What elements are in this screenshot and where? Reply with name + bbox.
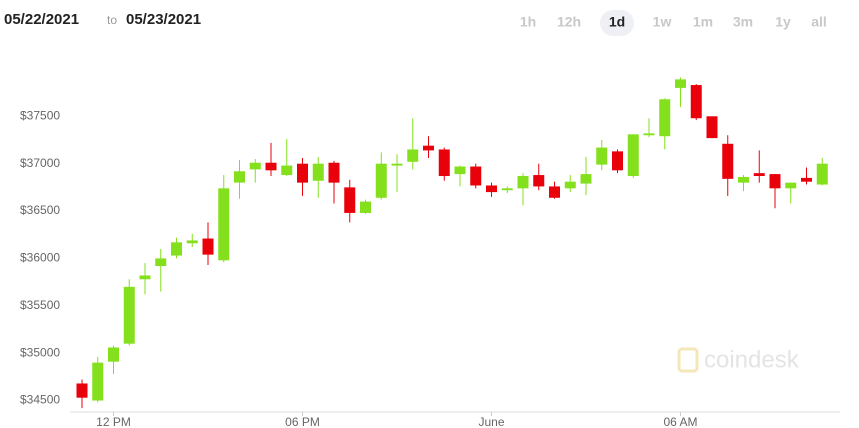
candle-body xyxy=(265,162,277,171)
candle-body xyxy=(249,162,261,170)
candle-body xyxy=(659,99,671,137)
end-date: 05/23/2021 xyxy=(126,11,201,28)
candle-body xyxy=(738,176,749,183)
candle-body xyxy=(218,188,230,261)
y-tick-label: $35500 xyxy=(20,298,60,312)
candle-body xyxy=(328,162,340,183)
range-option[interactable]: 1y xyxy=(775,14,791,30)
candle-body xyxy=(470,166,482,186)
candle-body xyxy=(501,188,513,191)
candle-body xyxy=(675,79,686,88)
candle-body xyxy=(171,242,182,256)
start-date: 05/22/2021 xyxy=(4,11,79,28)
x-tick-label: June xyxy=(478,415,504,428)
candle-body xyxy=(186,240,198,244)
candle-body xyxy=(454,166,466,175)
candle-body xyxy=(533,175,545,187)
candle-body xyxy=(706,116,718,139)
candle-body xyxy=(438,149,450,176)
range-option[interactable]: 3m xyxy=(733,14,753,30)
x-tick-label: 12 PM xyxy=(96,415,131,428)
candle-body xyxy=(375,163,387,198)
y-tick-label: $37500 xyxy=(20,108,60,122)
range-option[interactable]: 1d xyxy=(609,14,625,30)
candle-body xyxy=(596,147,608,165)
candle-body xyxy=(297,163,308,183)
range-option-highlight xyxy=(600,10,634,36)
candle-body xyxy=(139,275,151,280)
range-option[interactable]: 1m xyxy=(693,14,713,30)
candle-body xyxy=(234,171,245,183)
y-tick-label: $36500 xyxy=(20,203,60,217)
candle-body xyxy=(801,177,812,182)
candle-body xyxy=(108,347,119,362)
candle-body xyxy=(564,181,576,189)
candle-body xyxy=(612,151,623,171)
candle-body xyxy=(580,174,592,184)
candle-body xyxy=(690,85,702,119)
candle-body xyxy=(769,174,781,189)
watermark: coindesk xyxy=(704,346,800,373)
y-tick-label: $36000 xyxy=(20,251,60,265)
candle-body xyxy=(816,163,828,185)
range-option[interactable]: 1w xyxy=(653,14,672,30)
candle-body xyxy=(486,185,497,193)
candle-body xyxy=(627,134,639,176)
candle-body xyxy=(202,238,214,255)
range-option[interactable]: 12h xyxy=(557,14,581,30)
candle-body xyxy=(549,186,560,198)
candle-body xyxy=(360,201,371,213)
candle-body xyxy=(517,176,529,189)
x-tick-label: 06 AM xyxy=(663,415,697,428)
candle-body xyxy=(312,163,324,181)
range-option[interactable]: all xyxy=(811,14,827,30)
candle-body xyxy=(76,383,88,398)
watermark-logo xyxy=(677,347,699,373)
candle-body xyxy=(281,165,293,176)
candle-body xyxy=(391,163,403,166)
candle-body xyxy=(722,143,734,179)
y-tick-label: $37000 xyxy=(20,156,60,170)
y-tick-label: $35000 xyxy=(20,345,60,359)
date-separator: to xyxy=(107,13,117,27)
candle-body xyxy=(123,286,135,344)
candle-body xyxy=(753,173,765,176)
candle-body xyxy=(785,182,797,189)
candle-body xyxy=(344,187,356,213)
x-tick-label: 06 PM xyxy=(285,415,320,428)
y-tick-label: $34500 xyxy=(20,393,60,407)
range-option[interactable]: 1h xyxy=(520,14,536,30)
candle-body xyxy=(155,258,167,266)
candle-body xyxy=(643,133,655,136)
candle-body xyxy=(407,149,419,162)
candle-body xyxy=(92,362,104,401)
candle-body xyxy=(423,145,434,151)
